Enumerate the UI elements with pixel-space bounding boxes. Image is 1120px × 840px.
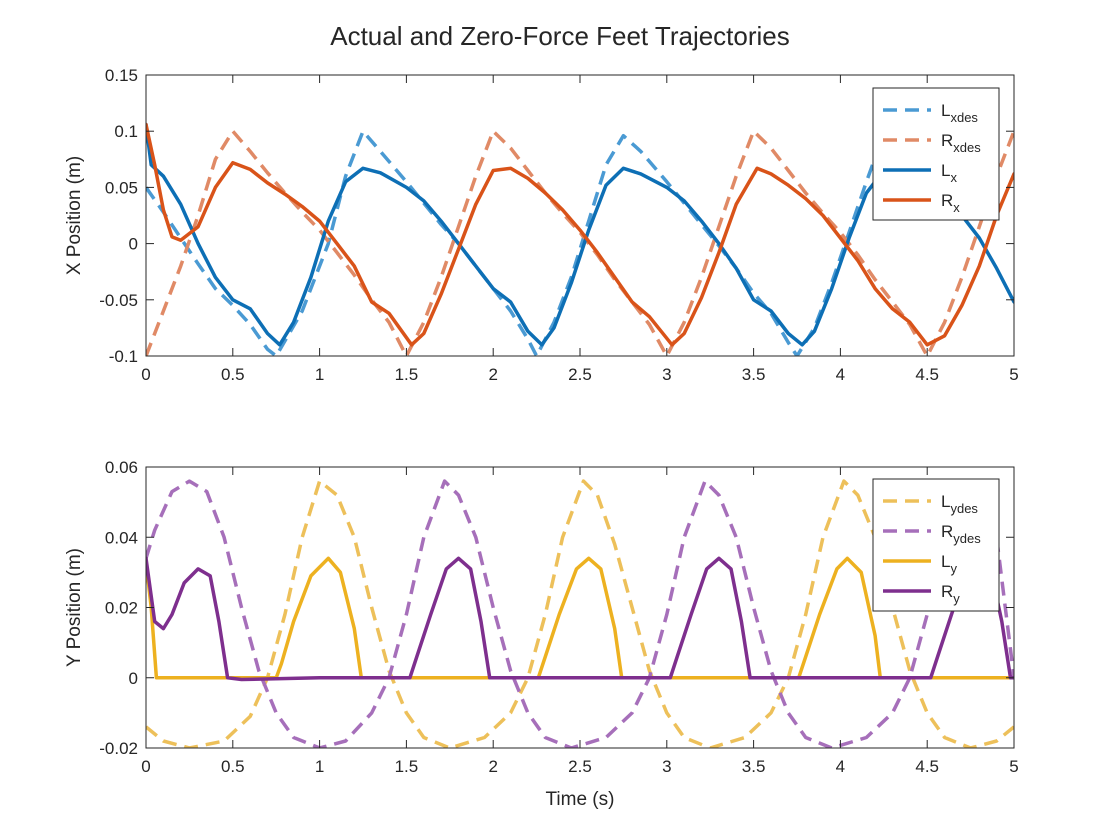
legend-label-l-xdes: Lxdes	[941, 101, 978, 125]
x-tick-label: 0.5	[221, 757, 245, 776]
x-tick-label: 2	[488, 757, 497, 776]
x-tick-label: 2	[488, 365, 497, 384]
figure-title: Actual and Zero-Force Feet Trajectories	[330, 21, 790, 51]
x-tick-label: 5	[1009, 365, 1018, 384]
x-axis-label: Time (s)	[546, 789, 615, 810]
x-tick-label: 4.5	[915, 757, 939, 776]
series-line-l-xdes	[146, 129, 891, 356]
legend-label-l-x: Lx	[941, 161, 957, 185]
axes-y-position: 0 0.5 1 1.5 2 2.5 3 3.5 4 4.5 5-0.0200.020.040.06Y…	[64, 458, 1019, 810]
x-tick-label: 0	[141, 757, 150, 776]
axes-x-position: 0 0.5 1 1.5 2 2.5 3 3.5 4 4.5 5 -0.1 -0.05 0 0.05 0.1 0.…	[64, 66, 1019, 384]
legend-label-l-ydes: Lydes	[941, 492, 978, 516]
x-tick-label: 0	[141, 365, 150, 384]
series-line-l-y	[146, 556, 1014, 680]
y-tick-label: 0	[129, 235, 138, 254]
x-tick-label: 4	[836, 757, 845, 776]
x-tick-label: 3	[662, 365, 671, 384]
x-tick-label: 1.5	[395, 757, 419, 776]
plot-area	[146, 75, 1014, 356]
y-tick-label: -0.1	[109, 347, 138, 366]
y-tick-label: 0.06	[105, 458, 138, 477]
series-line-l-x	[146, 122, 1014, 347]
legend-label-r-x: Rx	[941, 191, 960, 215]
legend-label-r-xdes: Rxdes	[941, 131, 981, 155]
y-axis-label: X Position (m)	[64, 156, 85, 275]
x-tick-label: 1	[315, 365, 324, 384]
legend-label-l-y: Ly	[941, 552, 957, 576]
y-tick-label: -0.02	[99, 739, 138, 758]
legend-label-r-ydes: Rydes	[941, 522, 981, 546]
x-tick-label: 0.5	[221, 365, 245, 384]
y-tick-label: 0.04	[105, 528, 138, 547]
y-tick-label: 0.05	[105, 178, 138, 197]
x-tick-label: 5	[1009, 757, 1018, 776]
y-tick-label: 0.15	[105, 66, 138, 85]
y-axis-label: Y Position (m)	[64, 548, 85, 667]
x-tick-label: 3.5	[742, 757, 766, 776]
series-line-l-ydes	[146, 479, 1014, 748]
x-tick-label: 3.5	[742, 365, 766, 384]
x-tick-label: 4	[836, 365, 845, 384]
series-line-r-x	[146, 122, 1014, 347]
x-tick-label: 1.5	[395, 365, 419, 384]
x-tick-label: 2.5	[568, 365, 592, 384]
y-tick-label: 0.1	[114, 122, 138, 141]
series-line-r-ydes	[146, 479, 1014, 748]
legend: Lydes Rydes Ly Ry	[872, 478, 1000, 612]
legend-label-r-y: Ry	[941, 582, 960, 606]
x-tick-label: 4.5	[915, 365, 939, 384]
x-tick-label: 1	[315, 757, 324, 776]
y-tick-label: 0.02	[105, 599, 138, 618]
legend: Lxdes Rxdes Lx Rx	[872, 87, 1000, 221]
y-tick-label: -0.05	[99, 291, 138, 310]
x-tick-label: 2.5	[568, 757, 592, 776]
series-group	[146, 122, 1014, 356]
y-tick-label: 0	[129, 669, 138, 688]
x-tick-label: 3	[662, 757, 671, 776]
